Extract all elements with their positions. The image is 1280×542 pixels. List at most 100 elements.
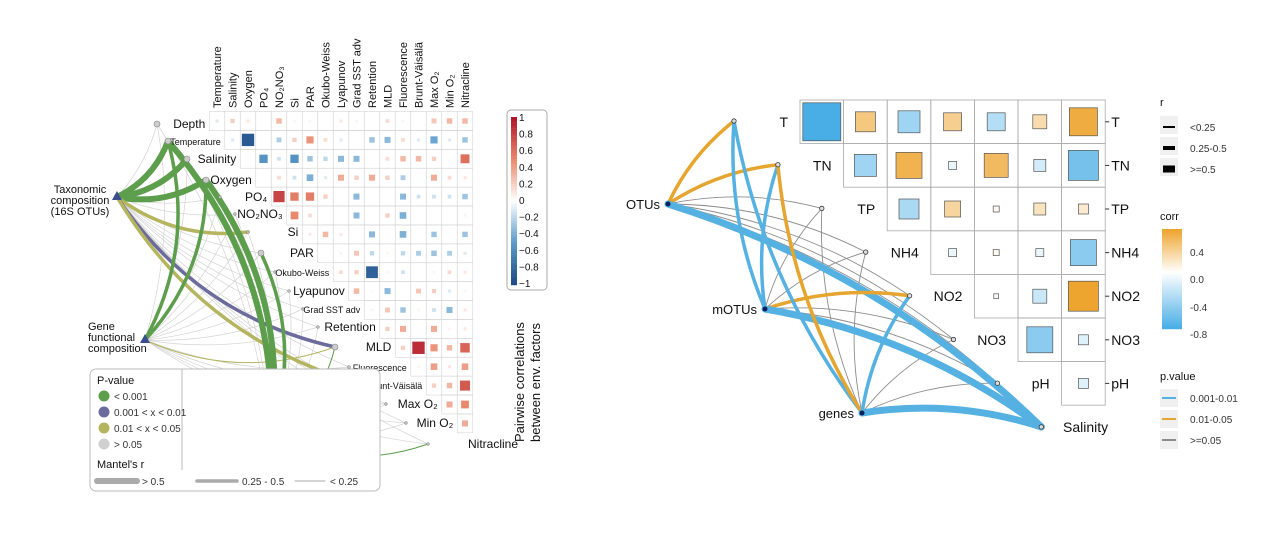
corr-colorbar-segment — [1162, 319, 1182, 322]
source-node-triangle — [140, 334, 150, 343]
mantel-edge — [144, 339, 336, 364]
heatmap-cell — [448, 157, 451, 160]
colorbar-segment — [511, 198, 517, 202]
heatmap-cell — [385, 326, 390, 332]
mantel-r-legend-label: > 0.5 — [142, 477, 165, 488]
heatmap-cell — [401, 138, 405, 142]
colorbar-tick-label: 0 — [519, 196, 525, 207]
source-node-triangle — [112, 191, 122, 200]
mantel-r-legend-label: 0.25 - 0.5 — [242, 477, 285, 488]
heatmap-cell — [371, 195, 373, 198]
row-label-right: NO2 — [1111, 288, 1140, 304]
source-node-label: composition — [88, 343, 147, 355]
heatmap-cell — [983, 153, 1009, 178]
heatmap-cell — [401, 270, 405, 275]
source-node-label: genes — [819, 406, 855, 421]
heatmap-cell — [340, 214, 342, 217]
heatmap-cell — [290, 192, 299, 201]
env-node — [384, 402, 388, 406]
corr-colorbar-segment — [1162, 279, 1182, 282]
env-node — [775, 162, 781, 168]
env-node-label: Salinity — [1063, 419, 1108, 435]
heatmap-cell — [277, 156, 281, 161]
heatmap-cell — [462, 193, 468, 200]
corr-colorbar-segment — [1162, 273, 1182, 276]
p-value-legend-swatch — [98, 390, 110, 402]
mantel-edge-nonsignificant — [764, 208, 823, 310]
env-node-label: Salinity — [198, 152, 237, 166]
heatmap-cell — [417, 327, 420, 330]
row-label-right: TN — [1111, 157, 1130, 173]
colorbar-segment — [511, 237, 517, 241]
env-node — [287, 289, 291, 293]
heatmap-cell — [1033, 159, 1047, 172]
corr-colorbar-tick-label: 0.0 — [1190, 275, 1204, 286]
heatmap-cell — [463, 214, 467, 217]
heatmap-cell — [399, 325, 407, 332]
heatmap-cell — [369, 137, 375, 143]
corr-colorbar-segment — [1162, 269, 1182, 272]
env-node — [1038, 424, 1044, 430]
heatmap-cell — [417, 176, 420, 179]
row-label-diagonal: pH — [1032, 375, 1050, 391]
mantel-edge-nonsignificant — [116, 196, 319, 328]
column-label: Retention — [367, 61, 379, 108]
heatmap-cell — [308, 119, 312, 123]
colorbar-tick-label: −0.2 — [519, 213, 539, 224]
corr-colorbar-segment — [1162, 323, 1182, 326]
heatmap-cell — [993, 293, 999, 299]
env-node-label: Si — [288, 225, 299, 239]
p-value-legend-swatch — [98, 406, 110, 418]
heatmap-cell — [323, 194, 328, 199]
heatmap-cell — [400, 251, 406, 256]
mantel-edge — [759, 162, 780, 311]
heatmap-cell — [292, 175, 297, 180]
colorbar-segment — [511, 164, 517, 168]
env-node — [202, 176, 210, 184]
heatmap-cell — [399, 231, 407, 238]
env-node-label: PAR — [290, 246, 314, 260]
mantel-edge-nonsignificant — [116, 123, 158, 198]
column-label: Temperature — [212, 46, 224, 108]
mantel-edge-nonsignificant — [764, 251, 866, 310]
colorbar-segment — [511, 170, 517, 174]
env-node-label: PO₄ — [245, 190, 267, 204]
mantel-edge — [860, 294, 912, 415]
heatmap-cell — [324, 214, 327, 217]
colorbar-tick-label: −0.4 — [519, 229, 539, 240]
colorbar-segment — [511, 142, 517, 146]
env-node — [233, 212, 237, 216]
heatmap-cell — [417, 308, 420, 312]
row-label-diagonal: NO3 — [977, 332, 1006, 348]
heatmap-cell — [371, 214, 373, 217]
r-legend-title: r — [1160, 97, 1164, 109]
colorbar-segment — [511, 234, 517, 238]
env-node-label: Grad SST adv — [303, 305, 360, 315]
left-colorbar: 1 0.8 0.6 0.4 0.2 0 −0.2 −0.4 −0.6 −0.8 −1 — [506, 109, 548, 291]
mantel-edge — [666, 119, 736, 206]
heatmap-cell — [353, 212, 360, 219]
corr-colorbar-segment — [1162, 255, 1182, 258]
mantel-edge-nonsignificant — [116, 196, 350, 368]
heatmap-cell — [273, 191, 285, 203]
heatmap-cell — [354, 175, 359, 180]
mantel-edge — [761, 305, 1045, 431]
heatmap-cell — [276, 118, 282, 124]
heatmap-cell — [323, 156, 328, 161]
mantel-edge — [115, 195, 337, 349]
env-node — [906, 293, 913, 299]
heatmap-cell — [366, 266, 378, 279]
heatmap-cell — [339, 138, 343, 142]
row-label-right: T — [1111, 114, 1120, 130]
p-value-legend-label: 0.001 < x < 0.01 — [114, 408, 187, 419]
row-label-right: NO3 — [1111, 332, 1140, 348]
colorbar-segment — [511, 257, 517, 260]
env-node-label: Depth — [173, 117, 205, 131]
corr-colorbar-segment — [1162, 295, 1182, 298]
corr-colorbar-segment — [1162, 245, 1182, 248]
env-node — [183, 155, 191, 163]
env-node — [863, 249, 869, 255]
right-mantel-edges — [664, 119, 1045, 431]
column-label: PAR — [305, 86, 317, 108]
